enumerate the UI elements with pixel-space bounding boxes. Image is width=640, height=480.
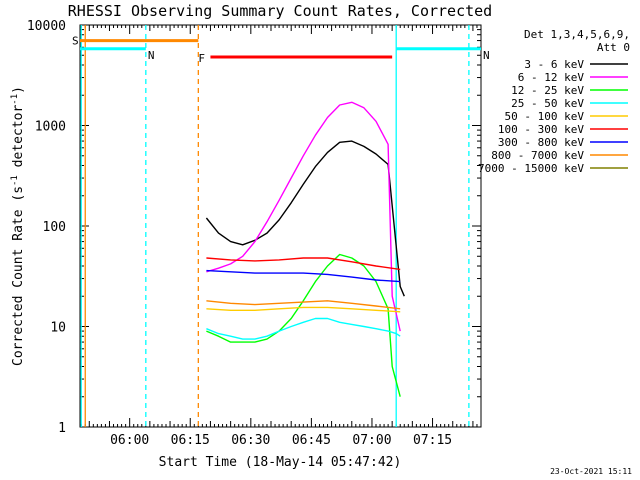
x-tick-label: 06:45	[292, 433, 331, 448]
x-tick-label: 06:15	[171, 433, 210, 448]
time-markers	[80, 25, 470, 427]
legend-label: 100 - 300 keV	[498, 123, 584, 136]
legend-header-2: Att 0	[597, 41, 630, 54]
y-axis-title-sup1: -1	[10, 175, 20, 186]
x-tick-label: 06:30	[231, 433, 270, 448]
series-lines	[205, 101, 405, 397]
flag-label: F	[198, 52, 205, 65]
y-axis-title-end: )	[11, 86, 26, 94]
legend-label: 50 - 100 keV	[505, 110, 585, 123]
legend-label: 6 - 12 keV	[518, 71, 585, 84]
chart-title: RHESSI Observing Summary Count Rates, Co…	[68, 2, 492, 20]
series-line	[206, 269, 401, 283]
y-axis-title-sup2: -1	[10, 94, 20, 105]
y-tick-label: 10000	[27, 19, 66, 34]
series-line	[206, 253, 401, 397]
legend-label: 800 - 7000 keV	[491, 149, 584, 162]
series-line	[206, 101, 401, 332]
x-axis: 06:00 06:15 06:30 06:45 07:00 07:15	[80, 25, 482, 448]
x-axis-title: Start Time (18-May-14 05:47:42)	[159, 455, 402, 470]
y-axis: 1 10 100 1000 10000	[27, 19, 481, 436]
x-tick-label: 07:00	[352, 433, 391, 448]
y-axis-title: Corrected Count Rate (s-1 detector-1)	[10, 86, 26, 366]
x-tick-label: 07:15	[413, 433, 452, 448]
legend-label: 12 - 25 keV	[511, 84, 584, 97]
y-tick-label: 1000	[35, 120, 66, 135]
y-tick-label: 10	[50, 321, 66, 336]
series-line	[206, 257, 401, 271]
legend-label: 7000 - 15000 keV	[478, 162, 584, 175]
x-tick-label: 06:00	[110, 433, 149, 448]
legend-label: 3 - 6 keV	[524, 58, 584, 71]
plot-frame	[79, 24, 482, 428]
footer-date: 23-Oct-2021 15:11	[550, 467, 632, 476]
y-axis-title-main: Corrected Count Rate (s	[11, 186, 26, 366]
y-tick-label: 100	[43, 220, 66, 235]
flag-bars: S N N F	[72, 35, 490, 65]
flag-label: N	[483, 49, 490, 62]
y-axis-title-mid: detector	[11, 105, 26, 176]
series-line	[206, 317, 401, 340]
series-line	[206, 300, 401, 310]
series-line	[206, 306, 401, 313]
series-line	[205, 140, 405, 297]
y-tick-label: 1	[58, 421, 66, 436]
legend-label: 25 - 50 keV	[511, 97, 584, 110]
legend-header-1: Det 1,3,4,5,6,9,	[524, 28, 630, 41]
plot-area	[79, 24, 482, 428]
flag-label: S	[72, 35, 79, 48]
flag-label: N	[148, 49, 155, 62]
legend-label: 300 - 800 keV	[498, 136, 584, 149]
